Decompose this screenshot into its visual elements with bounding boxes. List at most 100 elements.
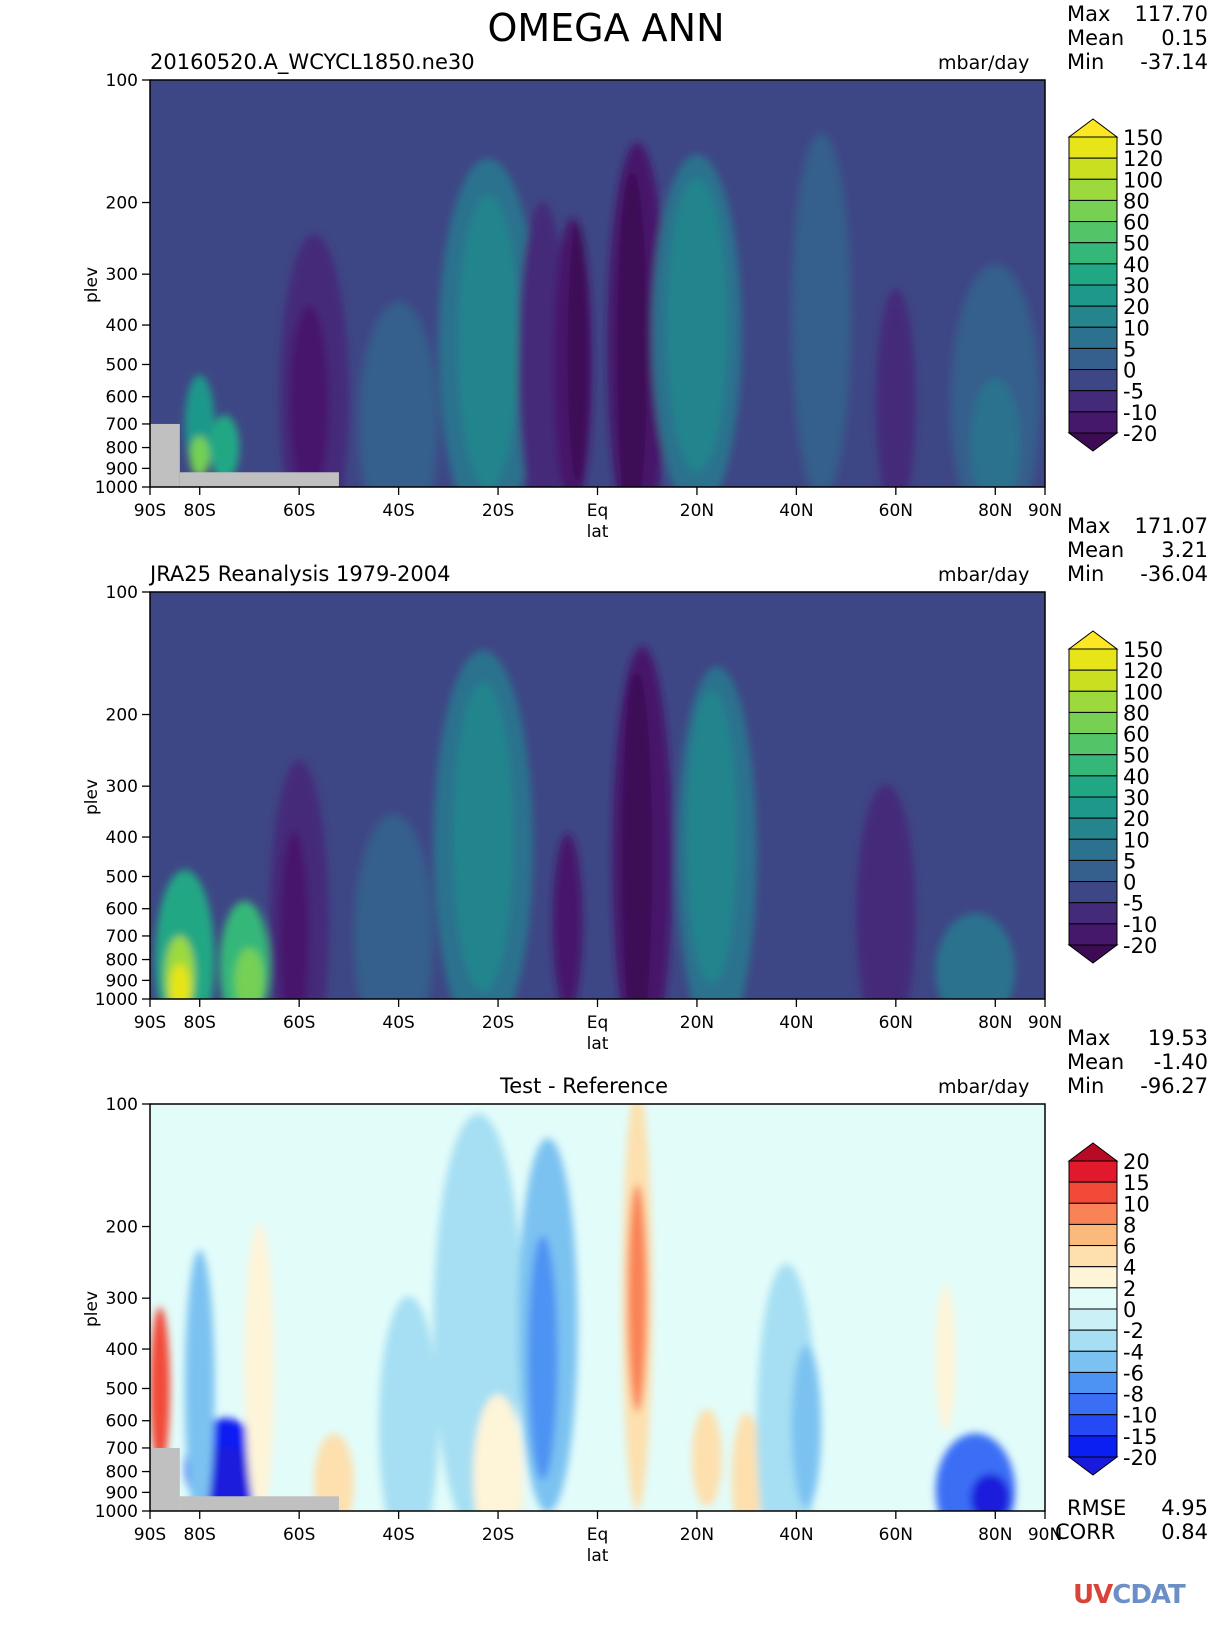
colorbar-label-difference-8: -2 <box>1123 1319 1144 1343</box>
colorbar-label-reference-7: 30 <box>1123 786 1150 810</box>
x-axis-label-reference: lat <box>587 1034 609 1054</box>
colorbar-box-test-5 <box>1068 242 1118 265</box>
field-shading-reference <box>154 646 1016 999</box>
colorbar-box-test-9 <box>1068 326 1118 349</box>
field-blob-difference-16 <box>150 1307 170 1470</box>
field-blob-reference-4 <box>552 833 583 999</box>
field-blob-test-13 <box>189 435 210 477</box>
x-tick-label-difference-5: Eq <box>587 1525 609 1545</box>
colorbar-top-triangle-test <box>1067 118 1119 138</box>
x-tick-label-difference-8: 60N <box>879 1525 913 1545</box>
colorbar-bottom-triangle-test <box>1067 432 1119 452</box>
field-blob-difference-11 <box>378 1296 439 1511</box>
colorbar-label-test-4: 60 <box>1123 211 1150 235</box>
colorbar-label-test-13: -10 <box>1123 401 1157 425</box>
x-tick-label-test-0: 90S <box>134 501 166 521</box>
max-label-difference: Max <box>1067 1026 1111 1050</box>
y-tick-label-test-300: 300 <box>106 265 138 285</box>
field-blob-test-17 <box>358 301 439 487</box>
field-blob-difference-8 <box>691 1408 722 1507</box>
colorbar-label-test-1: 120 <box>1123 147 1163 171</box>
colorbar-label-difference-0: 20 <box>1123 1150 1150 1174</box>
min-value-test: -37.14 <box>1140 50 1208 74</box>
colorbar-box-difference-3 <box>1068 1223 1118 1247</box>
field-blob-difference-20 <box>314 1433 354 1511</box>
y-tick-label-reference-800: 800 <box>106 951 138 971</box>
colorbar-top-triangle-reference <box>1067 630 1119 650</box>
mean-label-reference: Mean <box>1067 538 1125 562</box>
x-tick-label-test-8: 60N <box>879 501 913 521</box>
x-tick-label-test-4: 20S <box>482 501 514 521</box>
colorbar-label-test-14: -20 <box>1123 422 1157 446</box>
colorbar-box-test-13 <box>1068 411 1118 434</box>
field-blob-reference-8 <box>687 690 737 984</box>
x-tick-label-difference-3: 40S <box>382 1525 414 1545</box>
y-tick-label-difference-500: 500 <box>106 1379 138 1399</box>
corr-value: 0.84 <box>1161 1520 1208 1544</box>
colorbar-label-reference-5: 50 <box>1123 744 1150 768</box>
colorbar-label-test-9: 10 <box>1123 316 1150 340</box>
colorbar-box-test-10 <box>1068 347 1118 371</box>
max-value-difference: 19.53 <box>1147 1026 1208 1050</box>
y-tick-label-reference-1000: 1000 <box>95 990 138 1010</box>
colorbar-box-reference-0 <box>1068 648 1118 671</box>
units-difference: mbar/day <box>938 1076 1030 1098</box>
y-tick-label-difference-1000: 1000 <box>95 1502 138 1522</box>
colorbar-label-difference-5: 4 <box>1123 1256 1136 1280</box>
colorbar-box-reference-13 <box>1068 923 1118 946</box>
x-tick-label-difference-0: 90S <box>134 1525 166 1545</box>
x-tick-label-difference-10: 90N <box>1028 1525 1062 1545</box>
x-tick-label-difference-7: 40N <box>779 1525 813 1545</box>
field-blob-test-6 <box>567 223 588 484</box>
y-tick-label-difference-700: 700 <box>106 1439 138 1459</box>
field-blob-difference-7 <box>731 1412 762 1511</box>
colorbar-box-difference-10 <box>1068 1371 1118 1395</box>
colorbar-box-reference-6 <box>1068 775 1118 798</box>
colorbar-label-reference-0: 150 <box>1123 638 1163 662</box>
subtitle-difference: Test - Reference <box>500 1074 669 1098</box>
colorbar-box-difference-5 <box>1068 1266 1118 1289</box>
colorbar-label-test-7: 30 <box>1123 274 1150 298</box>
colorbar-label-difference-2: 10 <box>1123 1192 1150 1216</box>
colorbar-bottom-triangle-reference <box>1067 944 1119 964</box>
colorbar-top-triangle-difference <box>1067 1142 1119 1162</box>
colorbar-box-reference-12 <box>1068 902 1118 925</box>
colorbar-label-reference-11: 0 <box>1123 871 1136 895</box>
y-tick-label-difference-300: 300 <box>106 1289 138 1309</box>
y-tick-label-difference-100: 100 <box>106 1095 138 1115</box>
mean-label-difference: Mean <box>1067 1050 1125 1074</box>
colorbar-label-reference-4: 60 <box>1123 723 1150 747</box>
field-blob-reference-14 <box>856 784 916 999</box>
colorbar-label-difference-10: -6 <box>1123 1361 1144 1385</box>
field-blob-difference-10 <box>791 1345 822 1508</box>
y-tick-label-reference-600: 600 <box>106 900 138 920</box>
colorbar-label-test-12: -5 <box>1123 380 1144 404</box>
x-tick-label-test-1: 80S <box>184 501 216 521</box>
units-test: mbar/day <box>938 52 1030 74</box>
colorbar-label-difference-6: 2 <box>1123 1277 1136 1301</box>
x-tick-label-difference-2: 60S <box>283 1525 315 1545</box>
colorbar-box-reference-11 <box>1068 881 1118 904</box>
x-tick-label-reference-9: 80N <box>978 1013 1012 1033</box>
y-tick-label-test-100: 100 <box>106 71 138 91</box>
colorbar-box-difference-12 <box>1068 1414 1118 1437</box>
field-blob-test-8 <box>617 170 648 487</box>
colorbar-box-reference-10 <box>1068 859 1118 883</box>
colorbar-box-reference-9 <box>1068 838 1118 861</box>
x-tick-label-test-5: Eq <box>587 501 609 521</box>
colorbar-box-difference-2 <box>1068 1202 1118 1225</box>
y-tick-label-reference-400: 400 <box>106 828 138 848</box>
uvcdat-logo: UVCDAT <box>1073 1580 1186 1610</box>
x-axis-label-difference: lat <box>587 1546 609 1566</box>
mean-label-test: Mean <box>1067 26 1125 50</box>
colorbar-box-reference-1 <box>1068 669 1118 692</box>
colorbar-label-test-0: 150 <box>1123 126 1163 150</box>
field-blob-test-1 <box>289 304 329 487</box>
y-tick-label-difference-600: 600 <box>106 1412 138 1432</box>
x-tick-label-reference-3: 40S <box>382 1013 414 1033</box>
colorbar-label-reference-8: 20 <box>1123 807 1150 831</box>
